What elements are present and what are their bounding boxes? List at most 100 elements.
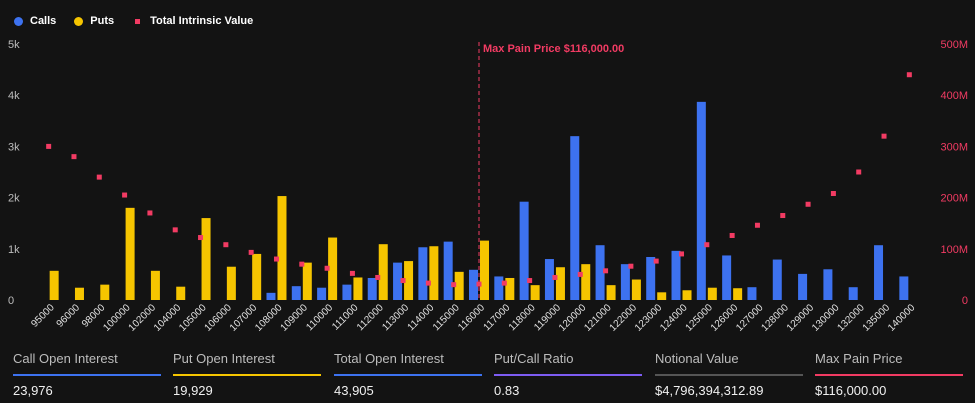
bar-calls bbox=[696, 101, 706, 300]
bar-puts bbox=[707, 287, 717, 300]
bar-calls bbox=[469, 269, 478, 300]
bar-puts bbox=[606, 285, 616, 300]
x-tick-label: 95000 bbox=[29, 302, 57, 330]
intrinsic-legend-marker-icon bbox=[135, 18, 141, 24]
legend-item-calls[interactable]: Calls bbox=[14, 15, 56, 27]
intrinsic-point bbox=[881, 133, 887, 139]
intrinsic-point bbox=[248, 249, 254, 255]
y-left-tick-label: 0 bbox=[8, 295, 14, 307]
bar-puts bbox=[302, 262, 312, 300]
bar-calls bbox=[266, 292, 276, 300]
bar-puts bbox=[226, 266, 236, 300]
open-interest-chart: 0 1k 2k 3k 4k 5k 0 100M 200M 300M 400M 500M 95000960… bbox=[8, 39, 968, 334]
x-tick-label: 96000 bbox=[55, 302, 83, 330]
intrinsic-point bbox=[501, 280, 507, 286]
bar-puts bbox=[505, 277, 515, 300]
bar-puts bbox=[657, 292, 667, 300]
stat-label: Total Open Interest bbox=[334, 351, 444, 366]
x-tick-label: 114000 bbox=[406, 302, 437, 333]
bar-calls bbox=[798, 273, 808, 300]
y-right-tick-label: 300M bbox=[940, 141, 968, 153]
intrinsic-point bbox=[552, 274, 558, 280]
stat-label: Put Open Interest bbox=[173, 351, 275, 366]
x-tick-label: 125000 bbox=[684, 302, 716, 334]
intrinsic-point bbox=[476, 281, 482, 287]
stat-underline bbox=[13, 374, 161, 376]
max-pain-annotation: Max Pain Price $116,000.00 bbox=[483, 43, 624, 55]
bar-calls bbox=[494, 276, 504, 300]
intrinsic-point bbox=[223, 242, 229, 248]
bar-puts bbox=[429, 246, 439, 300]
bar-puts bbox=[150, 270, 160, 300]
bar-calls bbox=[899, 276, 909, 300]
stat-value: $4,796,394,312.89 bbox=[655, 383, 764, 398]
legend-item-puts[interactable]: Puts bbox=[74, 15, 114, 27]
intrinsic-point bbox=[46, 143, 52, 149]
bar-puts bbox=[353, 277, 363, 300]
x-tick-label: 118000 bbox=[507, 302, 538, 333]
stat-total-open-interest: Total Open Interest 43,905 bbox=[334, 346, 482, 398]
bar-calls bbox=[823, 269, 833, 300]
bar-calls bbox=[443, 241, 453, 300]
intrinsic-point bbox=[830, 191, 836, 197]
stat-underline bbox=[173, 374, 321, 376]
calls-legend-dot-icon bbox=[14, 16, 23, 26]
bar-calls bbox=[671, 250, 681, 300]
bar-calls bbox=[342, 284, 352, 300]
x-tick-label: 140000 bbox=[886, 302, 918, 334]
bar-puts bbox=[581, 264, 591, 300]
bar-puts bbox=[530, 285, 540, 300]
bar-calls bbox=[772, 259, 782, 300]
bar-calls bbox=[848, 287, 858, 300]
intrinsic-point bbox=[780, 213, 786, 219]
puts-legend-dot-icon bbox=[74, 16, 84, 26]
stat-label: Notional Value bbox=[655, 351, 739, 366]
x-tick-label: 107000 bbox=[228, 302, 260, 334]
x-tick-label: 116000 bbox=[456, 302, 487, 333]
bar-calls bbox=[874, 245, 884, 300]
bar-puts bbox=[49, 270, 59, 300]
intrinsic-point bbox=[628, 263, 634, 269]
stat-underline bbox=[815, 374, 963, 376]
stat-put-call-ratio: Put/Call Ratio 0.83 bbox=[494, 346, 642, 398]
intrinsic-point bbox=[299, 261, 305, 267]
legend-item-intrinsic[interactable]: Total Intrinsic Value bbox=[132, 15, 253, 27]
intrinsic-point bbox=[96, 174, 102, 180]
intrinsic-point bbox=[400, 278, 406, 284]
x-tick-label: 100000 bbox=[101, 302, 133, 334]
bar-puts bbox=[682, 290, 692, 300]
stat-underline bbox=[334, 374, 482, 376]
bar-puts bbox=[404, 261, 414, 300]
y-right-tick-label: 500M bbox=[940, 39, 968, 51]
x-tick-label: 113000 bbox=[380, 302, 411, 333]
y-left-tick-label: 3k bbox=[8, 141, 20, 153]
bar-calls bbox=[418, 247, 428, 300]
bar-puts bbox=[277, 196, 287, 300]
bar-calls bbox=[570, 136, 580, 300]
stat-max-pain-price: Max Pain Price $116,000.00 bbox=[815, 346, 963, 398]
x-tick-label: 120000 bbox=[557, 302, 589, 334]
intrinsic-point bbox=[425, 280, 431, 286]
stat-underline bbox=[655, 374, 803, 376]
intrinsic-point bbox=[527, 278, 533, 284]
intrinsic-point bbox=[754, 222, 760, 228]
legend-label-intrinsic: Total Intrinsic Value bbox=[150, 15, 254, 27]
x-tick-label: 124000 bbox=[658, 302, 690, 334]
intrinsic-point bbox=[349, 270, 355, 276]
stat-value: 23,976 bbox=[13, 383, 53, 398]
legend-label-puts: Puts bbox=[90, 15, 115, 27]
bar-puts bbox=[480, 240, 489, 300]
intrinsic-point bbox=[856, 169, 862, 175]
intrinsic-point bbox=[729, 232, 735, 238]
bar-calls bbox=[544, 259, 554, 300]
x-tick-label: 104000 bbox=[152, 302, 184, 334]
bar-puts bbox=[328, 237, 338, 300]
intrinsic-point bbox=[653, 258, 659, 264]
intrinsic-point bbox=[375, 274, 381, 280]
stat-value: 0.83 bbox=[494, 383, 520, 398]
bar-puts bbox=[201, 218, 211, 300]
y-left-tick-label: 1k bbox=[8, 244, 20, 256]
intrinsic-point bbox=[198, 235, 204, 241]
stat-value: $116,000.00 bbox=[815, 383, 887, 398]
intrinsic-point bbox=[679, 251, 685, 257]
